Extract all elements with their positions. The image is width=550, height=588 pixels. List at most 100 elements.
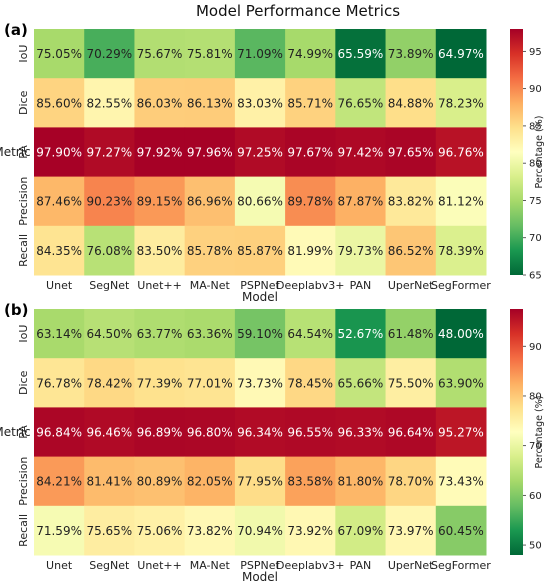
x-tick-label: Unet — [46, 559, 73, 572]
heatmap-cell — [134, 78, 186, 128]
heatmap-cell — [435, 407, 487, 458]
cell-value-label: 84.88% — [388, 96, 434, 110]
heatmap-cell — [134, 225, 186, 276]
cell-value-label: 82.05% — [187, 475, 233, 489]
colorbar-tick-label: 85 — [529, 121, 542, 132]
cell-value-label: 97.96% — [187, 146, 233, 160]
cell-value-label: 75.81% — [187, 47, 233, 61]
heatmap-cell — [84, 176, 135, 227]
heatmap-cell — [134, 127, 186, 178]
cell-value-label: 64.50% — [86, 327, 132, 341]
cell-value-label: 85.60% — [36, 96, 82, 110]
cell-value-label: 71.59% — [36, 524, 82, 538]
cell-value-label: 78.39% — [438, 244, 484, 258]
panel-label: (b) — [4, 301, 28, 319]
heatmap-cell — [285, 127, 336, 178]
heatmap-cell — [134, 456, 186, 507]
cell-value-label: 96.89% — [137, 426, 183, 440]
cell-value-label: 75.67% — [137, 47, 183, 61]
cell-value-label: 87.87% — [338, 195, 384, 209]
heatmap-cell — [234, 358, 286, 408]
colorbar-title: Percentage (%) — [534, 116, 545, 189]
colorbar-tick-label: 70 — [529, 441, 542, 452]
heatmap-cell — [184, 176, 236, 227]
heatmap-cell — [435, 505, 487, 556]
cell-value-label: 52.67% — [338, 327, 384, 341]
heatmap-cell — [184, 309, 236, 359]
heatmap-cell — [335, 29, 387, 79]
cell-value-label: 84.35% — [36, 244, 82, 258]
x-tick-label: SegNet — [89, 279, 130, 292]
cell-value-label: 73.97% — [388, 524, 434, 538]
cell-value-label: 81.99% — [287, 244, 333, 258]
y-tick-label: PA — [17, 425, 30, 439]
x-tick-label: PSPNet — [240, 279, 280, 292]
heatmap-cell — [285, 505, 336, 556]
y-axis-title: Metric — [0, 425, 31, 439]
x-tick-label: Deeplabv3+ — [276, 279, 345, 292]
heatmap-cell — [335, 225, 387, 276]
cell-value-label: 75.50% — [388, 376, 434, 390]
heatmap-cell — [385, 78, 437, 128]
cell-value-label: 71.09% — [237, 47, 283, 61]
heatmap-cell — [335, 176, 387, 227]
y-tick-label: Precision — [17, 457, 30, 506]
heatmap-cell — [84, 78, 135, 128]
heatmap-cell — [84, 456, 135, 507]
cell-value-label: 63.14% — [36, 327, 82, 341]
heatmap-cell — [385, 127, 437, 178]
cell-value-label: 80.89% — [137, 475, 183, 489]
heatmap-panel-a: (a) 75.05% 70.29% 75.67% 75.81% 71.09% 74.99% 6… — [0, 21, 545, 304]
heatmap-cell — [385, 29, 437, 79]
heatmap-cell — [234, 309, 286, 359]
cell-value-label: 76.78% — [36, 376, 82, 390]
cell-value-label: 89.78% — [287, 195, 333, 209]
cell-value-label: 83.50% — [137, 244, 183, 258]
y-tick-label: Recall — [17, 234, 30, 267]
cell-value-label: 81.12% — [438, 195, 484, 209]
cell-value-label: 97.25% — [237, 146, 283, 160]
cell-value-label: 73.92% — [287, 524, 333, 538]
heatmap-cell — [234, 505, 286, 556]
cell-value-label: 97.65% — [388, 146, 434, 160]
cell-value-label: 59.10% — [237, 327, 283, 341]
x-tick-label: MA-Net — [190, 559, 231, 572]
heatmap-cell — [385, 407, 437, 458]
cell-value-label: 96.76% — [438, 146, 484, 160]
cell-value-label: 97.92% — [137, 146, 183, 160]
heatmap-cell — [234, 225, 286, 276]
cell-value-label: 97.42% — [338, 146, 384, 160]
heatmap-cell — [184, 358, 236, 408]
heatmap-cell — [234, 29, 286, 79]
cell-value-label: 83.03% — [237, 96, 283, 110]
cell-value-label: 77.01% — [187, 376, 233, 390]
heatmap-cell — [335, 358, 387, 408]
heatmap-cell — [435, 309, 487, 359]
colorbar — [510, 309, 523, 555]
cell-value-label: 75.06% — [137, 524, 183, 538]
cell-value-label: 85.78% — [187, 244, 233, 258]
x-axis-title: Model — [242, 290, 278, 304]
x-tick-label: Deeplabv3+ — [276, 559, 345, 572]
y-tick-label: IoU — [17, 45, 30, 63]
heatmap-cell — [435, 358, 487, 408]
cell-value-label: 48.00% — [438, 327, 484, 341]
y-axis-title: Metric — [0, 145, 31, 159]
cell-value-label: 87.46% — [36, 195, 82, 209]
heatmap-cell — [184, 225, 236, 276]
heatmap-panel-b: (b) 63.14% 64.50% 63.77% 63.36% 59.10% 64.54% 5… — [0, 301, 545, 584]
heatmap-cell — [84, 29, 135, 79]
cell-value-label: 86.96% — [187, 195, 233, 209]
cell-value-label: 77.95% — [237, 475, 283, 489]
x-tick-label: UperNet — [388, 559, 434, 572]
cell-value-label: 76.08% — [86, 244, 132, 258]
cell-value-label: 96.55% — [287, 426, 333, 440]
colorbar-tick-label: 60 — [529, 491, 542, 502]
cell-value-label: 74.99% — [287, 47, 333, 61]
cell-value-label: 82.55% — [86, 96, 132, 110]
cell-value-label: 96.34% — [237, 426, 283, 440]
heatmap-cell — [34, 176, 85, 227]
heatmap-cell — [285, 176, 336, 227]
heatmap-cell — [234, 456, 286, 507]
cell-value-label: 90.23% — [86, 195, 132, 209]
